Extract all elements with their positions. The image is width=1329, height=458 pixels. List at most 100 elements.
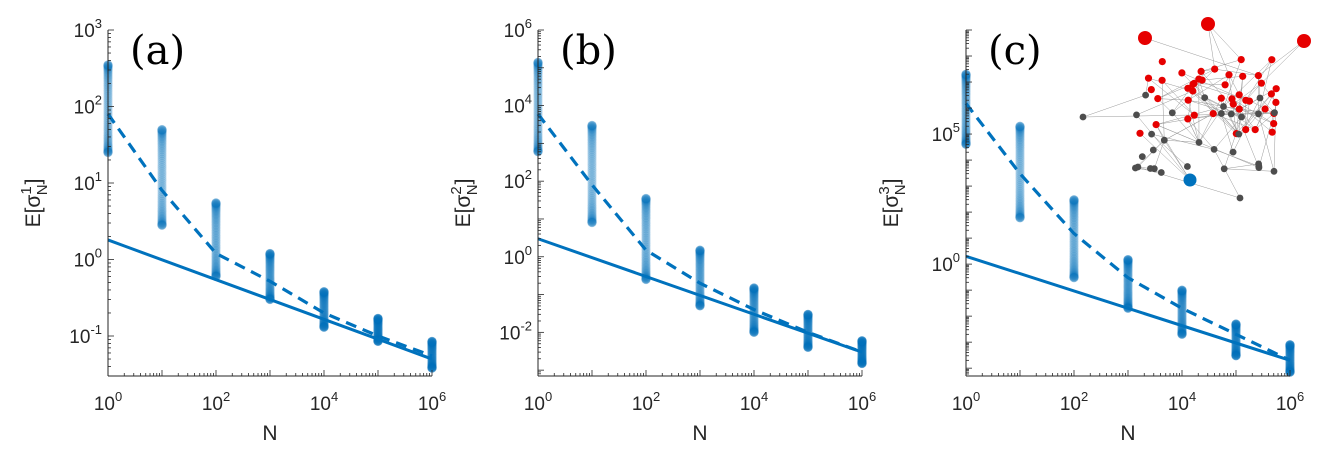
sample-point [1069,210,1079,220]
sample-point [1069,195,1079,205]
sample-point [157,152,167,162]
sample-point [803,323,813,333]
network-node [1228,95,1236,103]
network-edge [1214,68,1259,76]
sample-point [1015,152,1025,162]
sample-point [1123,257,1133,267]
sample-point [319,300,329,310]
sample-point [1285,360,1295,370]
sample-point [211,230,221,241]
sample-column [1015,121,1025,223]
y-axis-label: E[σ2N] [448,179,481,228]
network-node [1297,34,1311,48]
sample-point [587,149,597,159]
sample-point [427,336,437,346]
sample-point [749,319,759,330]
sample-point [641,217,651,227]
sample-point [587,120,597,130]
network-node [1157,169,1165,176]
sample-point [1285,340,1295,350]
sample-point [427,359,437,369]
sample-point [587,202,597,212]
x-tick-label: 102 [632,389,660,415]
sample-point [427,362,437,372]
sample-point [157,129,167,140]
sample-point [373,313,383,323]
sample-point [749,326,759,336]
sample-point [641,195,651,206]
sample-point [749,296,759,306]
sample-point [1285,343,1295,353]
sample-point [157,124,167,135]
sample-point [641,215,651,225]
x-axis-label: N [1120,422,1135,445]
sample-point [857,358,867,368]
sample-point [427,344,437,354]
sample-point [641,196,651,206]
sample-point [1069,258,1079,268]
sample-point [857,336,867,346]
sample-point [803,312,813,322]
sample-point [587,126,597,136]
sample-point [1177,307,1187,317]
sample-point [157,196,167,206]
x-tick-label: 104 [310,389,338,415]
y-tick-label: 106 [504,16,532,42]
network-node [1209,110,1217,118]
sample-point [587,205,597,215]
sample-point [1177,308,1187,318]
sample-point [641,224,651,234]
sample-point [319,322,329,332]
network-node [1158,76,1166,84]
sample-point [857,357,867,367]
sample-point [1231,319,1241,329]
sample-point [373,314,383,324]
sample-point [265,250,275,260]
sample-point [265,284,275,294]
sample-point [427,361,437,371]
network-edge [1238,76,1243,135]
sample-point [319,321,329,331]
network-node [1270,120,1278,128]
sample-point [749,293,759,303]
network-edge [1228,74,1233,99]
sample-point [587,133,597,143]
sample-point [1015,201,1025,211]
sample-point [373,326,383,336]
sample-point [427,341,437,351]
sample-point [319,322,329,332]
sample-point [587,120,597,131]
sample-point [1123,287,1133,297]
sample-point [1231,322,1241,332]
sample-point [749,283,759,293]
sample-point [265,285,275,296]
sample-point [587,163,597,174]
sample-point [427,336,437,347]
sample-point [749,285,759,295]
network-edge [1156,106,1224,125]
sample-point [1177,325,1187,336]
sample-point [373,314,383,324]
sample-point [587,155,597,165]
sample-point [157,125,167,135]
sample-point [211,265,221,275]
sample-point [319,287,329,297]
sample-point [1069,271,1079,281]
sample-point [211,261,221,271]
network-node [1184,115,1192,123]
sample-point [373,314,383,324]
sample-point [319,290,329,300]
sample-point [1015,213,1025,223]
sample-point [373,317,383,327]
sample-point [1123,288,1133,298]
sample-point [1177,315,1187,325]
sample-point [1015,207,1025,217]
sample-point [1123,293,1133,303]
sample-point [587,217,597,227]
sample-point [857,351,867,362]
sample-point [211,203,221,213]
sample-point [211,222,221,232]
y-tick-label: 10-1 [69,322,102,348]
sample-point [1015,124,1025,134]
network-edge [1200,71,1242,118]
